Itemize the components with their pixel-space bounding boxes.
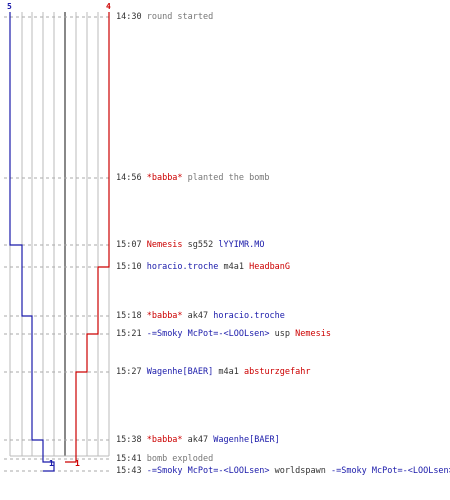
red-team-line (65, 12, 110, 463)
red-player-name: *babba* (146, 311, 183, 321)
event-row: 15:38 *babba* ak47 Wagenhe[BAER] (116, 435, 280, 445)
event-text: round started (146, 12, 214, 22)
event-row: 14:56 *babba* planted the bomb (116, 173, 270, 183)
event-row: 15:21 -=Smoky McPot=-<LOOLsen> usp Nemes… (116, 329, 331, 339)
event-text: planted the bomb (182, 173, 270, 183)
blue-player-name: lYYIMR.MO (218, 240, 265, 250)
red-player-name: Nemesis (295, 329, 331, 339)
event-row: 15:27 Wagenhe[BAER] m4a1 absturzgefahr (116, 367, 311, 377)
event-row: 15:07 Nemesis sg552 lYYIMR.MO (116, 240, 264, 250)
event-time: 15:07 (116, 240, 147, 250)
event-time: 15:18 (116, 311, 147, 321)
event-time: 14:56 (116, 173, 147, 183)
event-time: 15:27 (116, 367, 147, 377)
event-time: 15:38 (116, 435, 147, 445)
event-row: 15:41 bomb exploded (116, 454, 213, 464)
blue-player-name: horacio.troche (146, 262, 219, 272)
blue-player-name: -=Smoky McPot=-<LOOLsen> (146, 466, 270, 476)
blue-team-start-count: 5 (7, 2, 12, 11)
event-text: worldspawn (269, 466, 331, 476)
blue-player-name: -=Smoky McPot=-<LOOLsen> (146, 329, 270, 339)
event-text: ak47 (182, 435, 214, 445)
event-time: 15:21 (116, 329, 147, 339)
blue-player-name: -=Smoky McPot=-<LOOLsen> (330, 466, 450, 476)
event-row: 14:30 round started (116, 12, 213, 22)
blue-player-name: Wagenhe[BAER] (146, 367, 214, 377)
event-time: 14:30 (116, 12, 147, 22)
blue-player-name: Wagenhe[BAER] (213, 435, 280, 445)
red-player-name: absturzgefahr (243, 367, 311, 377)
event-time: 15:41 (116, 454, 147, 464)
event-time: 15:43 (116, 466, 147, 476)
event-time: 15:10 (116, 262, 147, 272)
red-player-name: HeadbanG (249, 262, 291, 272)
red-player-name: *babba* (146, 435, 183, 445)
red-player-name: Nemesis (146, 240, 183, 250)
event-text: sg552 (182, 240, 219, 250)
event-text: bomb exploded (146, 454, 214, 464)
event-text: usp (269, 329, 296, 339)
blue-team-line (9, 12, 55, 472)
red-team-end-count: 1 (75, 459, 80, 468)
event-text: ak47 (182, 311, 214, 321)
event-text: m4a1 (213, 367, 244, 377)
blue-team-end-count: 1 (49, 459, 54, 468)
blue-player-name: horacio.troche (213, 311, 285, 321)
event-row: 15:10 horacio.troche m4a1 HeadbanG (116, 262, 290, 272)
event-row: 15:18 *babba* ak47 horacio.troche (116, 311, 285, 321)
red-player-name: *babba* (146, 173, 183, 183)
red-team-start-count: 4 (106, 2, 111, 11)
event-text: m4a1 (218, 262, 250, 272)
event-row: 15:43 -=Smoky McPot=-<LOOLsen> worldspaw… (116, 466, 450, 476)
